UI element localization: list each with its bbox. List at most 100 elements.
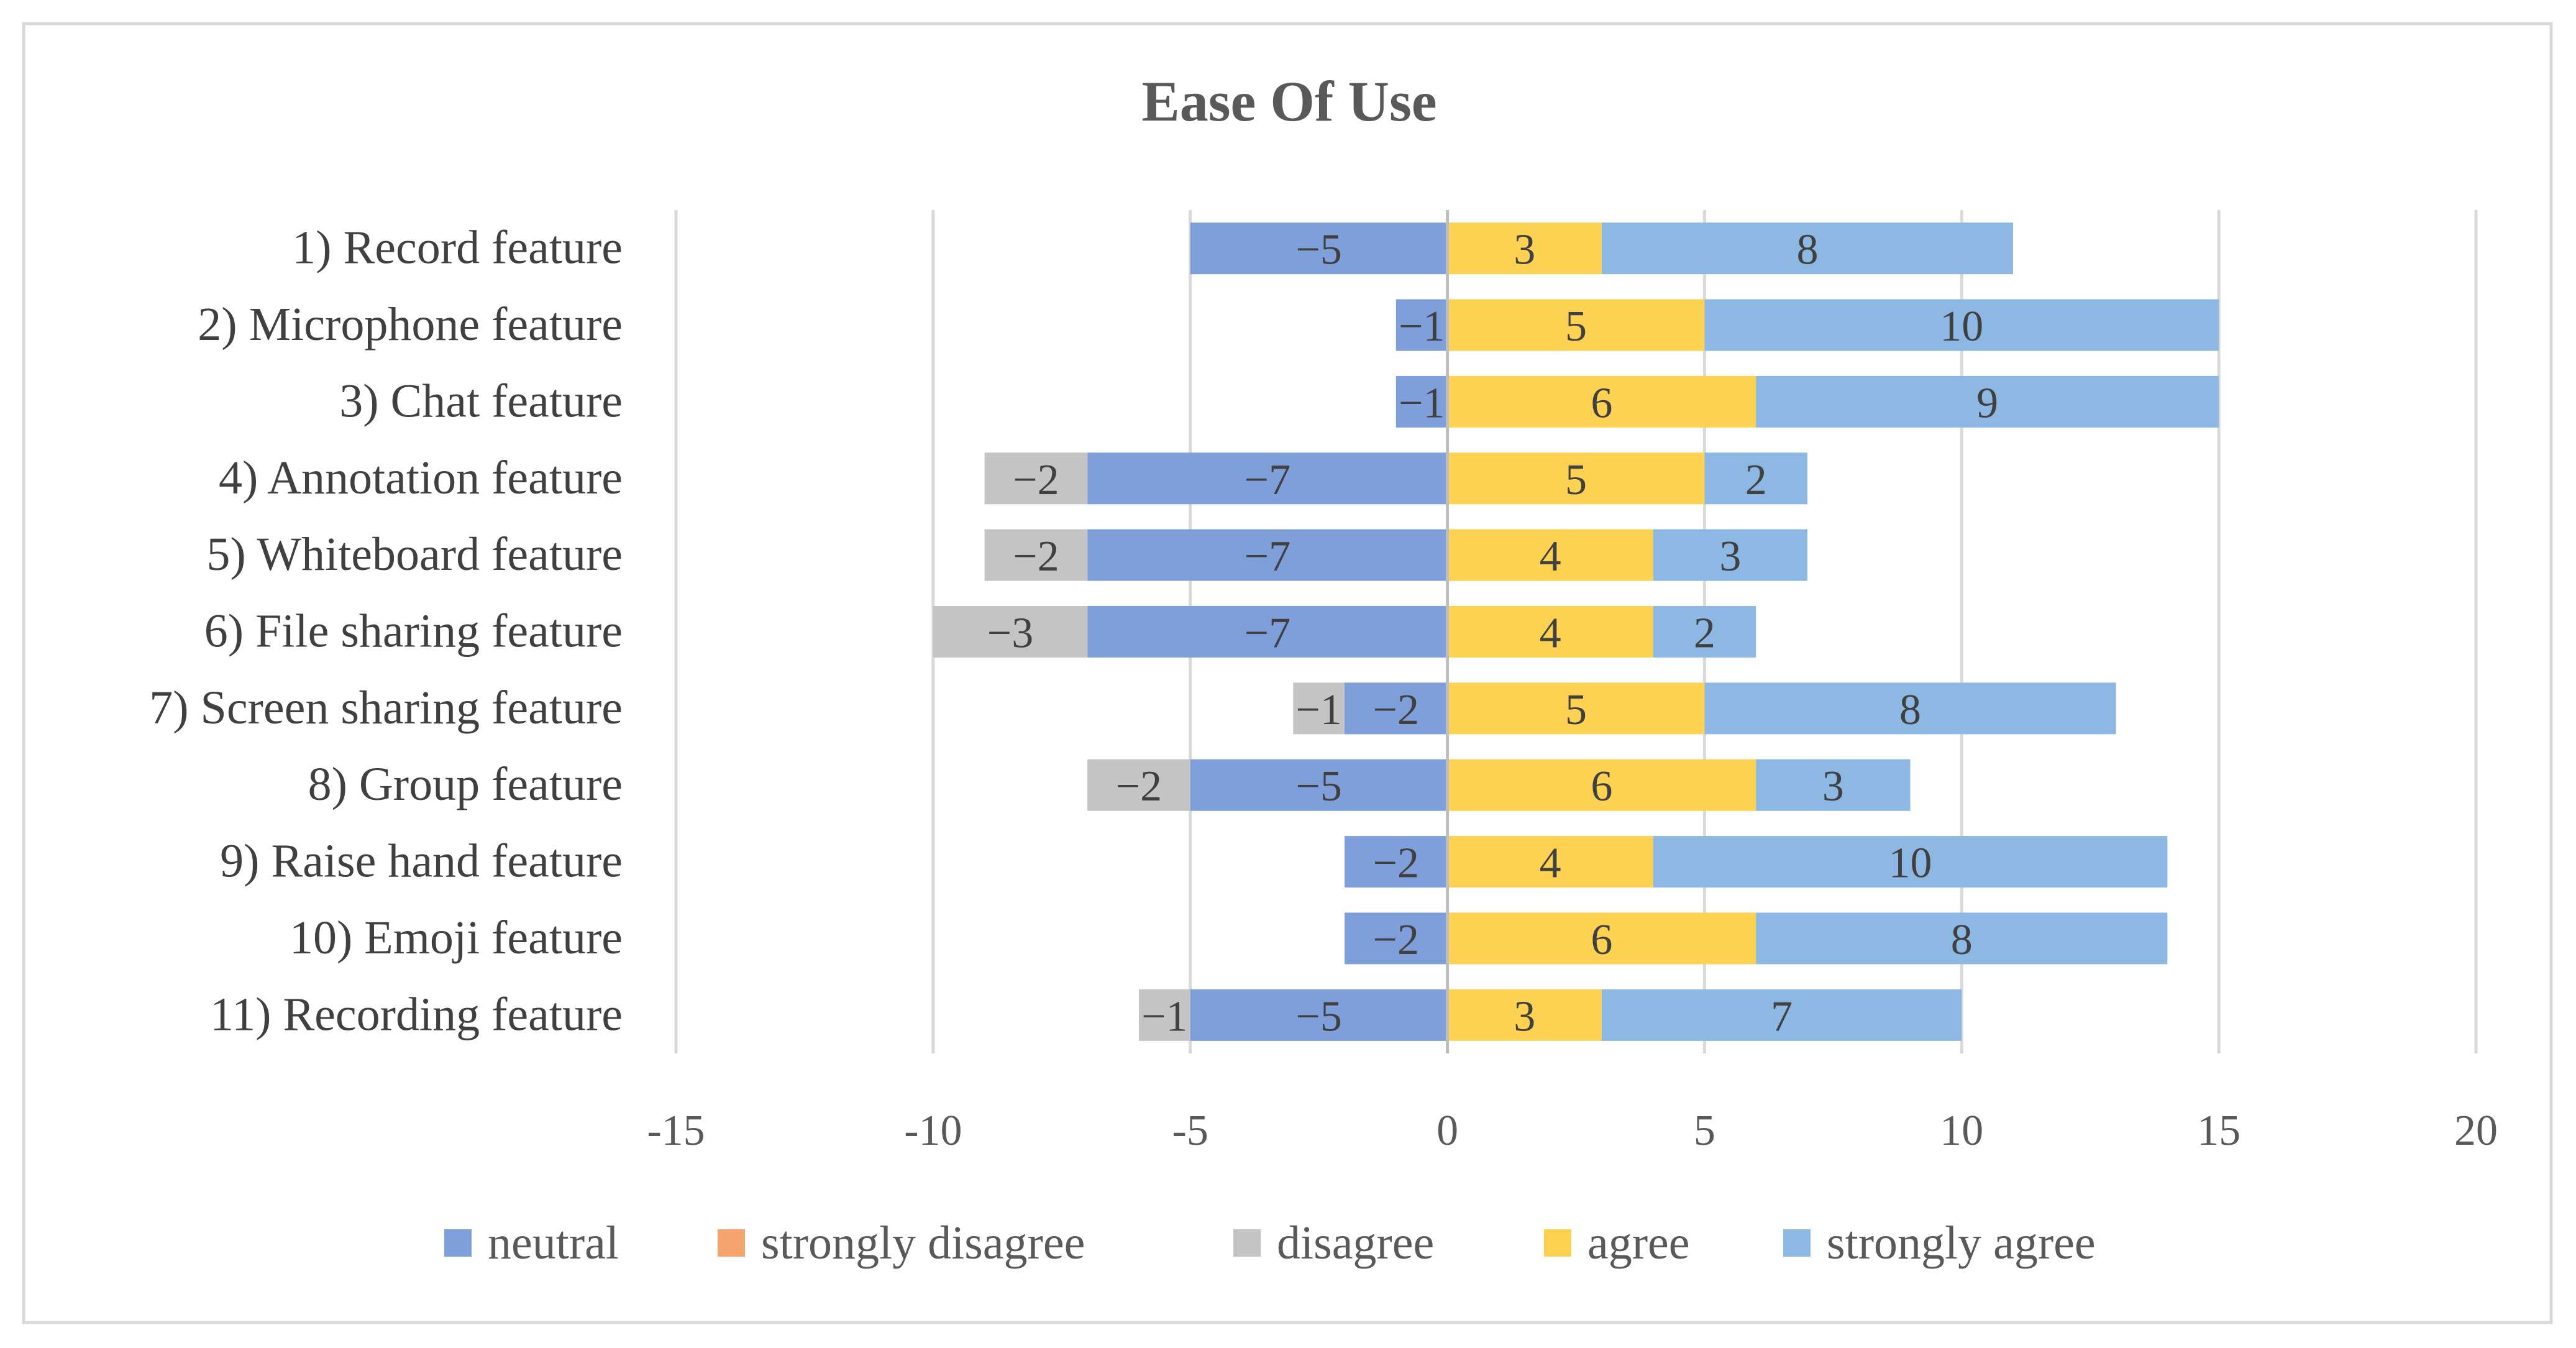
category-label: 7) Screen sharing feature	[149, 682, 623, 734]
legend-item-neutral[interactable]: neutral	[444, 1217, 619, 1269]
data-label: 5	[1565, 686, 1587, 734]
data-label: −2	[1373, 916, 1419, 964]
legend-label: agree	[1587, 1217, 1690, 1269]
data-label: 3	[1514, 993, 1535, 1040]
data-label: 10	[1889, 840, 1932, 887]
legend-label: strongly agree	[1827, 1217, 2096, 1269]
bar-neutral	[1190, 222, 1448, 275]
bar-agree	[1447, 759, 1756, 811]
bar-agree	[1447, 606, 1653, 658]
bar-neutral	[1395, 299, 1448, 351]
bar-disagree	[933, 606, 1088, 658]
category-label: 11) Recording feature	[210, 988, 623, 1040]
x-tick-label: 0	[1436, 1107, 1458, 1155]
data-label: 8	[1796, 226, 1818, 274]
bar-agree	[1447, 989, 1602, 1041]
category-label: 9) Raise hand feature	[220, 835, 623, 887]
data-label: 5	[1565, 456, 1587, 504]
category-label: 5) Whiteboard feature	[206, 528, 623, 580]
category-label: 3) Chat feature	[339, 375, 623, 427]
category-label: 1) Record feature	[292, 222, 623, 274]
bar-strongly-agree	[1756, 912, 2168, 965]
bar-strongly-agree	[1704, 452, 1807, 505]
data-label: 9	[1976, 379, 1998, 427]
legend[interactable]: neutral strongly disagree disagree agree str…	[444, 1217, 2096, 1269]
data-label: −5	[1295, 763, 1341, 810]
bar-strongly-agree	[1601, 222, 2014, 275]
bar-disagree	[984, 529, 1088, 581]
category-label: 4) Annotation feature	[219, 452, 623, 504]
bar-agree	[1447, 299, 1705, 351]
bar-agree	[1447, 222, 1602, 275]
x-tick-label: 10	[1940, 1107, 1983, 1155]
data-label: −1	[1399, 303, 1445, 351]
data-label: 3	[1514, 226, 1535, 274]
data-label: 3	[1822, 763, 1844, 810]
x-axis-ticks: -15 -10 -5 0 5 10 15 20	[647, 1107, 2498, 1155]
data-label: 6	[1591, 763, 1612, 810]
data-label: 10	[1940, 303, 1983, 351]
bar-strongly-agree	[1704, 299, 2219, 351]
category-label: 2) Microphone feature	[198, 298, 623, 351]
bar-neutral	[1087, 529, 1448, 581]
bar-disagree	[984, 452, 1088, 505]
bar-neutral	[1087, 452, 1448, 505]
legend-swatch	[444, 1229, 472, 1257]
data-label: −5	[1295, 993, 1341, 1040]
data-label: 2	[1694, 610, 1715, 658]
bar-strongly-agree	[1653, 529, 1807, 581]
bar-strongly-agree	[1653, 606, 1756, 658]
data-label: −1	[1141, 993, 1187, 1040]
data-label: −2	[1373, 686, 1419, 734]
legend-label: strongly disagree	[761, 1217, 1085, 1269]
legend-item-agree[interactable]: agree	[1544, 1217, 1690, 1269]
legend-label: disagree	[1277, 1217, 1434, 1269]
bar-strongly-agree	[1653, 836, 2168, 888]
bar-agree	[1447, 682, 1705, 735]
data-label: 4	[1540, 610, 1561, 658]
data-label: 3	[1719, 533, 1741, 580]
legend-swatch	[718, 1229, 745, 1257]
bar-agree	[1447, 529, 1653, 581]
x-tick-label: -15	[647, 1107, 705, 1155]
data-label: 4	[1540, 533, 1561, 580]
data-label: −1	[1295, 686, 1341, 734]
data-label: 6	[1591, 379, 1612, 427]
x-tick-label: -10	[904, 1107, 962, 1155]
data-label: 5	[1565, 303, 1587, 351]
bar-strongly-agree	[1704, 682, 2116, 735]
bar-neutral	[1345, 912, 1448, 965]
data-label: −2	[1116, 763, 1162, 810]
bar-disagree	[1138, 989, 1190, 1041]
bar-strongly-agree	[1756, 759, 1911, 811]
data-label: −7	[1245, 533, 1290, 580]
data-labels: −5 3 8−1 5 10−1 6 9−7−2 5 2−7−2 4 3−7−3 4 2−2−1 5 8−5−…	[987, 226, 1998, 1041]
legend-item-disagree[interactable]: disagree	[1233, 1217, 1434, 1269]
chart-title: Ease Of Use	[1141, 70, 1436, 133]
bar-agree	[1447, 375, 1756, 428]
legend-item-strongly-disagree[interactable]: strongly disagree	[718, 1217, 1085, 1269]
x-tick-label: -5	[1172, 1107, 1208, 1155]
bar-disagree	[1087, 759, 1190, 811]
legend-item-strongly-agree[interactable]: strongly agree	[1783, 1217, 2096, 1269]
x-tick-label: 20	[2454, 1107, 2498, 1155]
data-label: 8	[1899, 686, 1921, 734]
bar-neutral	[1345, 682, 1448, 735]
data-label: −2	[1013, 533, 1059, 580]
bar-disagree	[1293, 682, 1345, 735]
data-label: 8	[1951, 916, 1973, 964]
category-labels: 1) Record feature 2) Microphone feature 3)…	[149, 222, 623, 1041]
data-label: −2	[1013, 456, 1059, 504]
bar-neutral	[1190, 989, 1448, 1041]
data-label: −3	[987, 610, 1033, 658]
x-tick-label: 15	[2197, 1107, 2240, 1155]
category-label: 8) Group feature	[308, 758, 623, 810]
bar-agree	[1447, 912, 1756, 965]
data-label: −5	[1295, 226, 1341, 274]
bar-neutral	[1190, 759, 1448, 811]
data-label: −7	[1245, 456, 1290, 504]
category-label: 6) File sharing feature	[204, 605, 623, 658]
data-label: 6	[1591, 916, 1612, 964]
